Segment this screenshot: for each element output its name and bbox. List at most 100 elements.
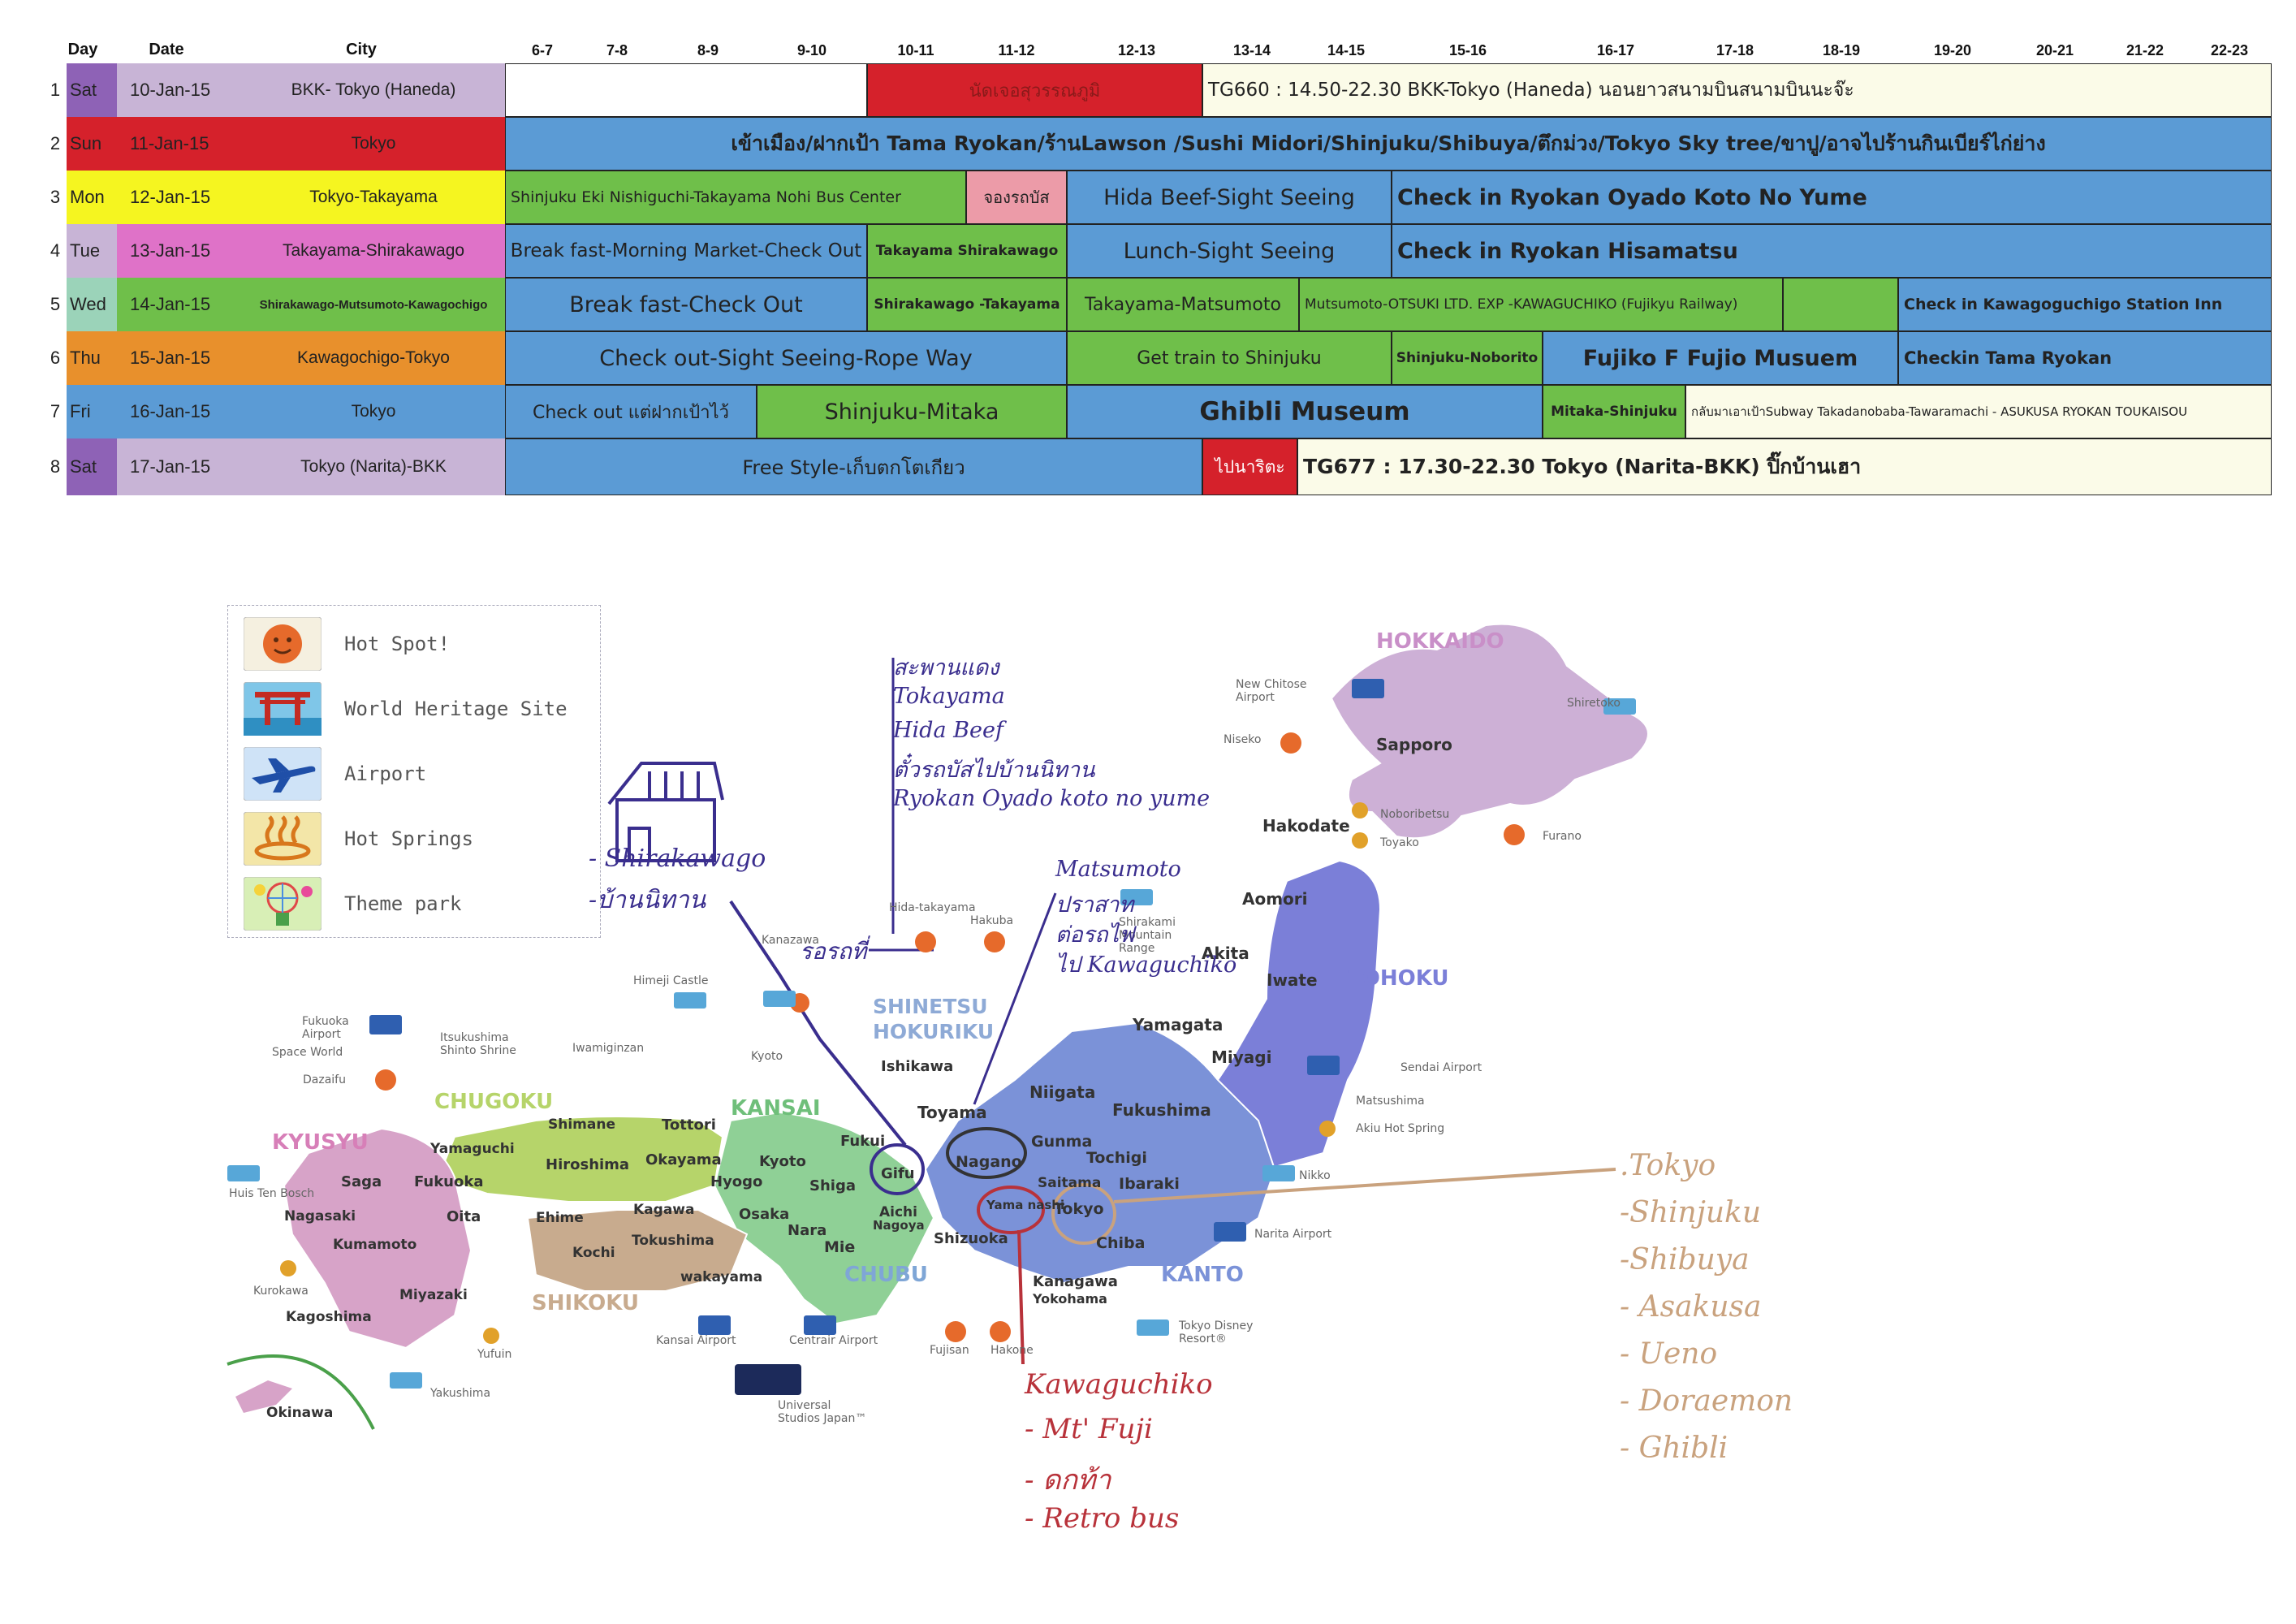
poi-huis: Huis Ten Bosch: [229, 1187, 315, 1200]
prefecture-osaka: Osaka: [739, 1206, 790, 1223]
row-date: 15-Jan-15: [130, 348, 211, 368]
prefecture-hakodate: Hakodate: [1262, 816, 1350, 836]
prefecture-akita: Akita: [1202, 944, 1249, 963]
region-kanto: KANTO: [1161, 1263, 1244, 1287]
gifu-circle: [870, 1143, 925, 1195]
universal-studios-marker: [735, 1364, 801, 1395]
poi-itsukushima: Itsukushima Shinto Shrine: [440, 1031, 516, 1057]
kansai-region-shape: [713, 1111, 935, 1325]
prefecture-hyogo: Hyogo: [710, 1173, 763, 1190]
prefecture-tochigi: Tochigi: [1086, 1149, 1147, 1167]
poi-kyoto_poi: Kyoto: [751, 1050, 783, 1063]
day-cell-bg: [67, 331, 117, 385]
r5-breakfast: Break fast-Check Out: [505, 278, 867, 331]
prefecture-kagawa: Kagawa: [633, 1202, 695, 1218]
note-kawaguchiko-line: - ดกท้า: [1025, 1464, 1111, 1497]
prefecture-okayama: Okayama: [645, 1151, 722, 1168]
poi-furano: Furano: [1543, 830, 1582, 843]
prefecture-miyagi: Miyagi: [1211, 1047, 1272, 1067]
prefecture-iwate: Iwate: [1267, 970, 1318, 990]
region-chugoku: CHUGOKU: [434, 1090, 554, 1114]
row-day: Thu: [70, 348, 101, 368]
poi-noboribetsu: Noboribetsu: [1380, 808, 1450, 821]
poi-iwamiginzan: Iwamiginzan: [572, 1042, 645, 1055]
nagano-circle: [946, 1127, 1027, 1179]
r3-checkin: Check in Ryokan Oyado Koto No Yume: [1392, 171, 2272, 224]
prefecture-hiroshima: Hiroshima: [546, 1156, 630, 1173]
city-cell-bg: [117, 224, 505, 278]
prefecture-fukushima: Fukushima: [1112, 1100, 1211, 1120]
prefecture-shizuoka: Shizuoka: [934, 1230, 1008, 1247]
row-date: 13-Jan-15: [130, 240, 211, 261]
prefecture-saitama: Saitama: [1038, 1175, 1102, 1191]
row-city: Shirakawago-Mutsumoto-Kawagochigo: [259, 297, 488, 312]
r1-empty: [505, 63, 867, 117]
row-number: 5: [50, 294, 61, 314]
hokkaido-region-shape: [1330, 623, 1649, 840]
hour-header: 19-20: [1933, 42, 1972, 58]
r7-route2: Mitaka-Shinjuku: [1543, 385, 1685, 438]
city-cell-bg: [117, 63, 505, 117]
hour-header: 21-22: [2126, 42, 2164, 58]
hour-header: 10-11: [897, 42, 934, 58]
hour-header: 13-14: [1232, 42, 1271, 58]
hour-header: 8-9: [697, 42, 719, 58]
note-tokyo-line: -Shinjuku: [1620, 1196, 1762, 1229]
prefecture-nagasaki: Nagasaki: [284, 1208, 356, 1224]
prefecture-aichi: Aichi: [879, 1204, 917, 1220]
row-day: Wed: [70, 294, 106, 314]
tokyo-connector: [1113, 1168, 1616, 1203]
legend-label-hot-spot: Hot Spot!: [344, 633, 451, 655]
matsumoto-connector: [973, 892, 1057, 1105]
poi-centrair: Centrair Airport: [789, 1334, 878, 1347]
r3-hida-beef: Hida Beef-Sight Seeing: [1067, 171, 1392, 224]
legend-item-theme-park: Theme park: [244, 877, 462, 931]
r7-route: Shinjuku-Mitaka: [757, 385, 1067, 438]
prefecture-kyoto: Kyoto: [759, 1153, 806, 1170]
legend-label-hot-springs: Hot Springs: [344, 827, 473, 850]
hour-header: 22-23: [2210, 42, 2249, 58]
prefecture-toyama: Toyama: [917, 1103, 987, 1122]
note-shirakawago-2: -บ้านนิทาน: [589, 886, 706, 914]
city-cell-bg: [117, 278, 505, 331]
legend-label-airport: Airport: [344, 762, 427, 785]
note-shirakawago-1: - Shirakawago: [589, 844, 766, 873]
tokyo-circle: [1051, 1183, 1116, 1245]
prefecture-ibaraki: Ibaraki: [1119, 1175, 1180, 1193]
region-tohoku: TOHOKU: [1348, 966, 1449, 991]
prefecture-nara: Nara: [788, 1222, 827, 1239]
kawaguchiko-connector: [1017, 1229, 1025, 1365]
row-number: 6: [50, 348, 61, 368]
row-number: 4: [50, 240, 61, 261]
prefecture-miyazaki: Miyazaki: [399, 1287, 468, 1303]
row-day: Mon: [70, 187, 105, 207]
note-tokyo-line: - Doraemon: [1620, 1384, 1793, 1418]
poi-kanazawa: Kanazawa: [762, 934, 819, 947]
prefecture-ehime: Ehime: [536, 1210, 584, 1226]
prefecture-tokushima: Tokushima: [632, 1233, 714, 1249]
hot-spot-icon: [244, 617, 322, 671]
poi-fujisan: Fujisan: [930, 1344, 969, 1357]
prefecture-kanagawa: Kanagawa: [1033, 1273, 1118, 1290]
row-city: Tokyo: [351, 134, 396, 153]
r6-checkin: Checkin Tama Ryokan: [1898, 331, 2272, 385]
r2-tokyo-sightseeing: เข้าเมือง/ฝากเป้า Tama Ryokan/ร้านLawson…: [505, 117, 2272, 171]
r6-checkout: Check out-Sight Seeing-Rope Way: [505, 331, 1067, 385]
r3-bus: Shinjuku Eki Nishiguchi-Takayama Nohi Bu…: [505, 171, 966, 224]
r6-museum: Fujiko F Fujio Musuem: [1543, 331, 1898, 385]
okinawa-shape: [235, 1380, 292, 1413]
day-cell-bg: [67, 278, 117, 331]
prefecture-gifu: Gifu: [881, 1165, 915, 1182]
airplane-icon: [244, 747, 322, 801]
hour-header: 14-15: [1327, 42, 1366, 58]
city-cell-bg: [117, 171, 505, 224]
hour-header: 12-13: [1117, 42, 1156, 58]
poi-space_world: Space World: [272, 1046, 343, 1059]
r4-lunch: Lunch-Sight Seeing: [1067, 224, 1392, 278]
prefecture-shiga: Shiga: [809, 1177, 856, 1194]
yamanashi-circle: [977, 1186, 1045, 1234]
prefecture-kagoshima: Kagoshima: [286, 1309, 372, 1325]
r8-flight: TG677 : 17.30-22.30 Tokyo (Narita-BKK) ป…: [1297, 438, 2272, 495]
poi-shiretoko: Shiretoko: [1567, 697, 1621, 710]
